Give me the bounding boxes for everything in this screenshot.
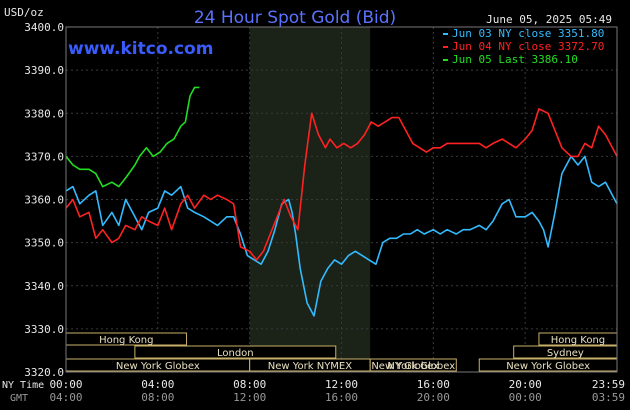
y-tick-label: 3340.0 — [24, 280, 64, 293]
session-label: New York Globex — [116, 361, 200, 372]
x-tick-ny: 00:00 — [49, 378, 82, 391]
x-tick-ny: 16:00 — [417, 378, 450, 391]
series-line-2 — [65, 86, 200, 188]
y-tick-label: 3330.0 — [24, 323, 64, 336]
y-tick-label: 3320.0 — [24, 366, 64, 379]
x-tick-gmt: 03:59 — [592, 391, 625, 404]
y-tick-label: 3380.0 — [24, 107, 64, 120]
session-box — [369, 358, 457, 372]
x-tick-ny: 04:00 — [141, 378, 174, 391]
y-tick-label: 3350.0 — [24, 237, 64, 250]
x-tick-ny: 23:59 — [592, 378, 625, 391]
unit-label: USD/oz — [4, 6, 44, 19]
series-line-0 — [65, 155, 618, 317]
session-label: New York Globex — [371, 361, 455, 372]
market-sessions: Hong Kong Hong Kong London Sydney New York G… — [65, 332, 618, 372]
series-line-1 — [65, 108, 618, 261]
x-tick-ny: 12:00 — [325, 378, 358, 391]
x-tick-gmt: 04:00 — [49, 391, 82, 404]
y-tick-label: 3370.0 — [24, 150, 64, 163]
legend-swatch — [443, 33, 448, 35]
ny-time-label: NY Time — [2, 380, 44, 391]
date-label: June 05, 2025 05:49 — [486, 13, 612, 26]
x-tick-gmt: 00:00 — [509, 391, 542, 404]
x-axis-ticks: 00:0004:0004:0008:0008:0012:0012:0016:00… — [49, 378, 625, 404]
session-label: NY Globex — [387, 361, 439, 372]
gmt-label: GMT — [10, 393, 28, 404]
x-tick-gmt: 08:00 — [141, 391, 174, 404]
legend-swatch — [443, 59, 448, 61]
nymex-session-shading — [249, 27, 371, 372]
legend-swatch — [443, 46, 448, 48]
session-label: Hong Kong — [99, 335, 153, 346]
price-series — [65, 86, 618, 317]
x-tick-gmt: 20:00 — [417, 391, 450, 404]
session-label: Hong Kong — [551, 335, 605, 346]
x-tick-ny: 20:00 — [509, 378, 542, 391]
y-axis-ticks: 3400.0 3390.0 3380.0 3370.0 3360.0 3350.0 3340… — [24, 21, 64, 379]
y-tick-label: 3390.0 — [24, 64, 64, 77]
session-label: New York Globex — [506, 361, 590, 372]
legend-entry: Jun 04 NY close 3372.70 — [452, 40, 604, 53]
session-box — [134, 345, 337, 359]
chart-title: 24 Hour Spot Gold (Bid) — [194, 8, 396, 28]
kitco-watermark: www.kitco.com — [68, 39, 213, 59]
session-label: London — [217, 348, 254, 359]
session-label: New York NYMEX — [268, 361, 353, 372]
y-tick-label: 3400.0 — [24, 21, 64, 34]
legend-entry: Jun 05 Last 3386.10 — [452, 53, 578, 66]
x-tick-ny: 08:00 — [233, 378, 266, 391]
legend-entry: Jun 03 NY close 3351.80 — [452, 27, 604, 40]
plot-frame — [65, 26, 618, 373]
x-tick-gmt: 12:00 — [233, 391, 266, 404]
session-label: Sydney — [547, 348, 584, 359]
x-tick-gmt: 16:00 — [325, 391, 358, 404]
y-tick-label: 3360.0 — [24, 194, 64, 207]
